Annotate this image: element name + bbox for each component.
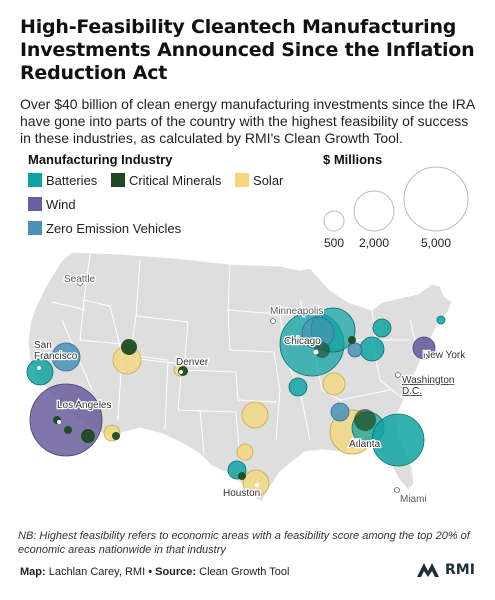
city-dot-miami — [394, 487, 400, 493]
city-label-miami: Miami — [400, 494, 427, 505]
legend: Batteries Critical Minerals Solar Wind Z… — [28, 171, 328, 243]
bubble-batteries-california — [26, 358, 54, 386]
bubble-cm-arizona-2 — [112, 432, 120, 440]
bubble-batteries-ny-state — [372, 318, 392, 338]
bubble-cm-nevada — [121, 339, 137, 355]
city-dot-los-angeles — [57, 420, 61, 424]
city-dots — [77, 280, 401, 493]
bubble-zev-san-francisco — [51, 342, 81, 372]
bubble-zev-michigan — [347, 342, 363, 358]
legend-item-critical-minerals: Critical Minerals — [110, 171, 221, 189]
city-markers — [37, 349, 428, 487]
city-label-houston: Houston — [223, 488, 260, 499]
swatch-batteries — [28, 173, 42, 187]
city-dot-san-francisco — [37, 366, 41, 370]
bubble-solar-houston — [242, 469, 270, 497]
rmi-logo: RMI — [417, 562, 475, 578]
city-label-chicago: Chicago — [284, 336, 321, 347]
size-circle-2000 — [353, 190, 395, 232]
bubble-wind-new-york — [412, 336, 436, 360]
bubble-solar-ohio — [322, 372, 346, 396]
legend-item-solar: Solar — [235, 171, 283, 189]
swatch-wind — [28, 197, 42, 211]
legend-title: Manufacturing Industry — [28, 152, 173, 167]
bubble-zev-tennessee — [330, 402, 350, 422]
bubble-cm-tennessee — [354, 409, 376, 431]
legend-item-wind: Wind — [28, 195, 76, 213]
source-line: Map: Lachlan Carey, RMI • Source: Clean … — [20, 566, 290, 578]
us-map: Seattle San Francisco Los Angeles Denver … — [26, 251, 468, 507]
size-circle-500 — [323, 210, 345, 232]
city-label-seattle: Seattle — [64, 274, 96, 285]
bubble-cm-chicago — [314, 342, 330, 358]
bubble-cm-texas — [238, 472, 246, 480]
city-label-minneapolis: Minneapolis — [270, 306, 323, 317]
size-label-2000: 2,000 — [359, 236, 389, 250]
size-label-5000: 5,000 — [421, 236, 451, 250]
bubble-batteries-michigan — [359, 336, 385, 362]
city-label-denver: Denver — [176, 357, 209, 368]
city-label-los-angeles: Los Angeles — [57, 400, 112, 411]
swatch-solar — [235, 173, 250, 187]
investment-bubbles — [26, 307, 446, 497]
bubble-wind-los-angeles — [29, 383, 103, 457]
footnote: NB: Highest feasibility refers to econom… — [18, 530, 470, 556]
city-dot-houston — [255, 483, 259, 487]
swatch-critical-minerals — [110, 173, 125, 187]
city-label-washington: Washington D.C. — [402, 375, 454, 397]
bubble-batteries-missouri — [288, 377, 308, 397]
city-dot-washington — [395, 372, 401, 378]
city-dot-minneapolis — [270, 318, 276, 324]
bubble-solar-oklahoma — [236, 443, 254, 461]
bubble-cm-arizona — [81, 429, 95, 443]
city-label-atlanta: Atlanta — [349, 439, 381, 450]
legend-item-zev: Zero Emission Vehicles — [28, 219, 181, 237]
bubble-cm-la-2 — [64, 426, 72, 434]
city-dot-atlanta — [354, 438, 358, 442]
chart-title: High-Feasibility Cleantech Manufacturing… — [20, 16, 475, 84]
bubble-batteries-maine — [436, 315, 446, 325]
city-dot-denver — [179, 370, 183, 374]
city-labels: Seattle San Francisco Los Angeles Denver … — [33, 273, 468, 507]
swatch-zev — [28, 221, 42, 235]
city-label-san-francisco: San Francisco — [34, 340, 78, 362]
chart-subtitle: Over $40 billion of clean energy manufac… — [20, 96, 475, 146]
size-circle-5000 — [403, 166, 469, 232]
size-legend-title: $ Millions — [323, 152, 383, 167]
bubble-solar-kansas — [241, 401, 269, 429]
size-legend: 500 2,000 5,000 — [323, 166, 469, 250]
city-label-new-york: New York — [423, 350, 466, 361]
bubble-cm-michigan — [348, 336, 356, 344]
rmi-logo-icon — [417, 563, 439, 577]
city-dot-new-york — [424, 350, 428, 354]
legend-item-batteries: Batteries — [28, 171, 97, 189]
size-label-500: 500 — [324, 236, 344, 250]
bubble-batteries-atlanta — [371, 413, 425, 467]
city-dot-seattle — [77, 280, 83, 286]
city-dot-chicago — [313, 349, 319, 355]
